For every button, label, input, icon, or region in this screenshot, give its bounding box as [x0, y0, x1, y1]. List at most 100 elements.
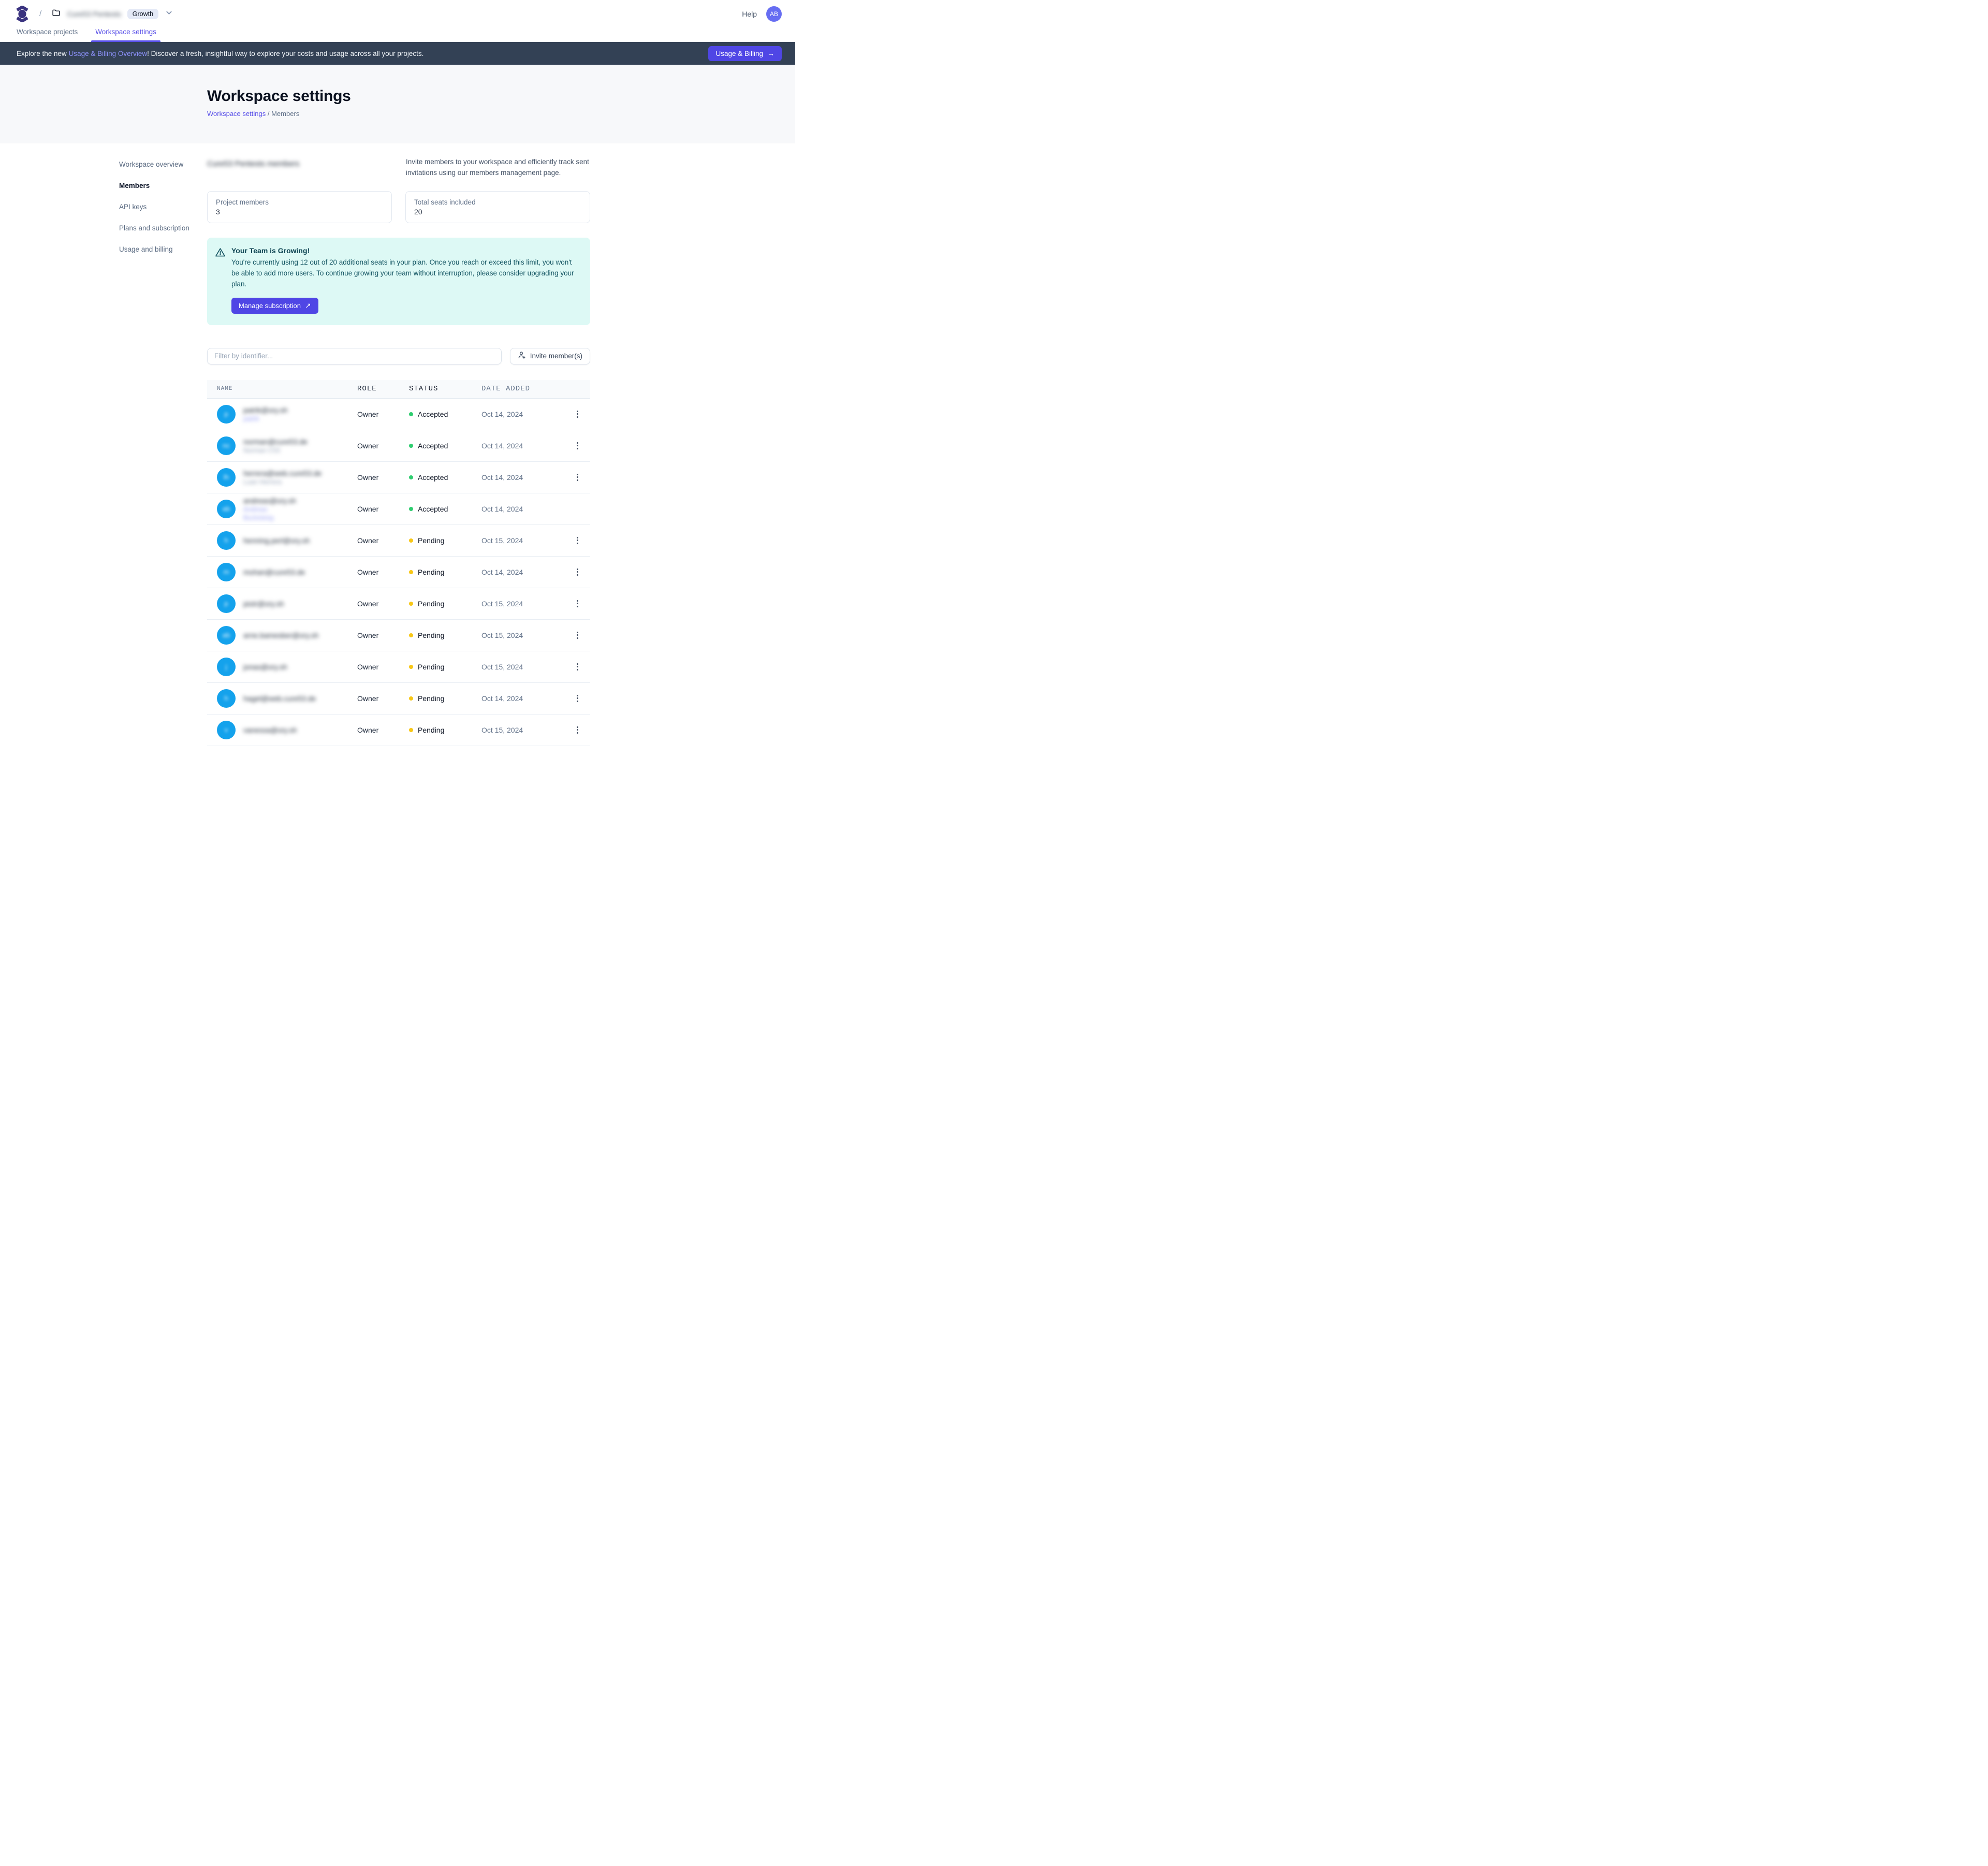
member-email: henning.perl@ory.sh [243, 536, 310, 545]
arrow-up-right-icon: ↗ [304, 301, 311, 310]
sidebar-item-usage-and-billing[interactable]: Usage and billing [119, 245, 173, 253]
table-row: j jonas@ory.sh Owner Pending Oct 15, 202… [207, 651, 590, 683]
plan-badge[interactable]: Growth [127, 9, 159, 19]
members-heading: Cure53 Pentests members [207, 159, 300, 168]
row-menu-kebab-icon[interactable] [575, 660, 580, 674]
arrow-right-icon: → [767, 49, 774, 57]
table-row: h hagel@web.cure53.de Owner Pending Oct … [207, 683, 590, 715]
members-table-body: p patrik@ory.sh patrik Owner Accepted Oc… [207, 399, 590, 746]
user-avatar[interactable]: AB [766, 6, 782, 22]
column-header-date: DATE ADDED [481, 385, 531, 393]
manage-subscription-button[interactable]: Manage subscription ↗ [231, 297, 318, 314]
row-menu-kebab-icon[interactable] [575, 692, 580, 705]
folder-icon [52, 8, 61, 20]
member-date-added: Oct 14, 2024 [481, 694, 523, 703]
member-name: Luan Herrera [243, 478, 282, 486]
member-avatar: ab [217, 499, 236, 518]
members-description: Invite members to your workspace and eff… [406, 158, 589, 177]
member-status: Pending [409, 631, 481, 639]
member-status: Pending [409, 694, 481, 703]
member-email: andreas@ory.sh [243, 496, 296, 505]
member-status: Accepted [409, 505, 481, 513]
member-date-added: Oct 14, 2024 [481, 473, 523, 482]
member-email: mohan@cure53.de [243, 567, 305, 576]
member-status: Pending [409, 726, 481, 734]
members-table-header: NAME ROLE STATUS DATE ADDED [207, 380, 590, 399]
help-link[interactable]: Help [742, 10, 757, 18]
alert-body: You're currently using 12 out of 20 addi… [231, 258, 574, 288]
member-email: norman@cure53.de [243, 437, 308, 446]
status-dot-icon [409, 696, 413, 701]
row-menu-kebab-icon[interactable] [575, 565, 580, 579]
person-plus-icon [518, 351, 526, 361]
member-role: Owner [357, 694, 379, 703]
member-role: Owner [357, 599, 379, 608]
sidebar-item-api-keys[interactable]: API keys [119, 203, 147, 211]
member-role: Owner [357, 504, 379, 513]
column-header-status: STATUS [409, 385, 438, 393]
member-status: Accepted [409, 410, 481, 418]
sidebar-item-members[interactable]: Members [119, 182, 150, 189]
table-row: p piotr@ory.sh Owner Pending Oct 15, 202… [207, 588, 590, 620]
status-dot-icon [409, 664, 413, 669]
table-row: ab arne.bamesber@ory.sh Owner Pending Oc… [207, 620, 590, 651]
workspace-name[interactable]: Cure53 Pentests [67, 10, 121, 18]
status-dot-icon [409, 601, 413, 606]
status-dot-icon [409, 570, 413, 574]
row-menu-kebab-icon[interactable] [575, 534, 580, 547]
sidebar-item-workspace-overview[interactable]: Workspace overview [119, 161, 184, 168]
team-growing-alert: Your Team is Growing! You're currently u… [207, 237, 590, 325]
page-title: Workspace settings [207, 88, 351, 105]
member-role: Owner [357, 631, 379, 639]
status-dot-icon [409, 538, 413, 543]
member-date-added: Oct 15, 2024 [481, 662, 523, 671]
member-date-added: Oct 15, 2024 [481, 599, 523, 608]
banner-link[interactable]: Usage & Billing Overview [68, 49, 148, 57]
member-date-added: Oct 14, 2024 [481, 567, 523, 576]
row-menu-kebab-icon[interactable] [575, 597, 580, 610]
filter-input[interactable] [207, 347, 502, 365]
status-dot-icon [409, 633, 413, 637]
usage-billing-banner: Explore the new Usage & Billing Overview… [0, 42, 795, 65]
page-header: Workspace settings Workspace settings / … [0, 65, 795, 143]
member-date-added: Oct 14, 2024 [481, 410, 523, 418]
member-role: Owner [357, 536, 379, 545]
member-avatar: h [217, 689, 236, 708]
row-menu-kebab-icon[interactable] [575, 439, 580, 453]
app-logo-icon[interactable] [16, 6, 29, 22]
member-email: patrik@ory.sh [243, 405, 288, 414]
tab-workspace-projects[interactable]: Workspace projects [17, 28, 78, 36]
row-menu-kebab-icon[interactable] [575, 471, 580, 484]
stat-card-total-seats: Total seats included 20 [405, 191, 590, 223]
status-dot-icon [409, 412, 413, 416]
member-avatar: ab [217, 625, 236, 645]
member-email: hagel@web.cure53.de [243, 694, 316, 703]
stat-card-project-members: Project members 3 [207, 191, 392, 223]
member-role: Owner [357, 567, 379, 576]
row-menu-kebab-icon[interactable] [575, 407, 580, 421]
member-role: Owner [357, 662, 379, 671]
content-area: Workspace overview Members API keys Plans a… [0, 143, 795, 746]
member-date-added: Oct 14, 2024 [481, 504, 523, 513]
column-header-role: ROLE [357, 385, 377, 393]
row-menu-kebab-icon[interactable] [575, 723, 580, 737]
chevron-down-icon[interactable] [165, 9, 172, 19]
member-date-added: Oct 15, 2024 [481, 631, 523, 639]
status-dot-icon [409, 475, 413, 479]
tab-workspace-settings[interactable]: Workspace settings [91, 28, 160, 42]
member-avatar: nc [217, 436, 236, 455]
banner-text: Explore the new Usage & Billing Overview… [17, 49, 424, 57]
member-name: Norman C53 [243, 446, 280, 454]
usage-billing-button[interactable]: Usage & Billing → [708, 46, 782, 61]
table-row: h henning.perl@ory.sh Owner Pending Oct … [207, 525, 590, 557]
row-menu-kebab-icon[interactable] [575, 629, 580, 642]
member-status: Pending [409, 568, 481, 576]
member-name: Andreas [243, 505, 268, 513]
member-role: Owner [357, 473, 379, 482]
member-email: piotr@ory.sh [243, 599, 284, 608]
member-role: Owner [357, 410, 379, 418]
sidebar-item-plans-and-subscription[interactable]: Plans and subscription [119, 224, 189, 232]
invite-members-button[interactable]: Invite member(s) [509, 347, 590, 365]
member-name: patrik [243, 415, 259, 422]
breadcrumb-link-workspace-settings[interactable]: Workspace settings [207, 110, 266, 118]
